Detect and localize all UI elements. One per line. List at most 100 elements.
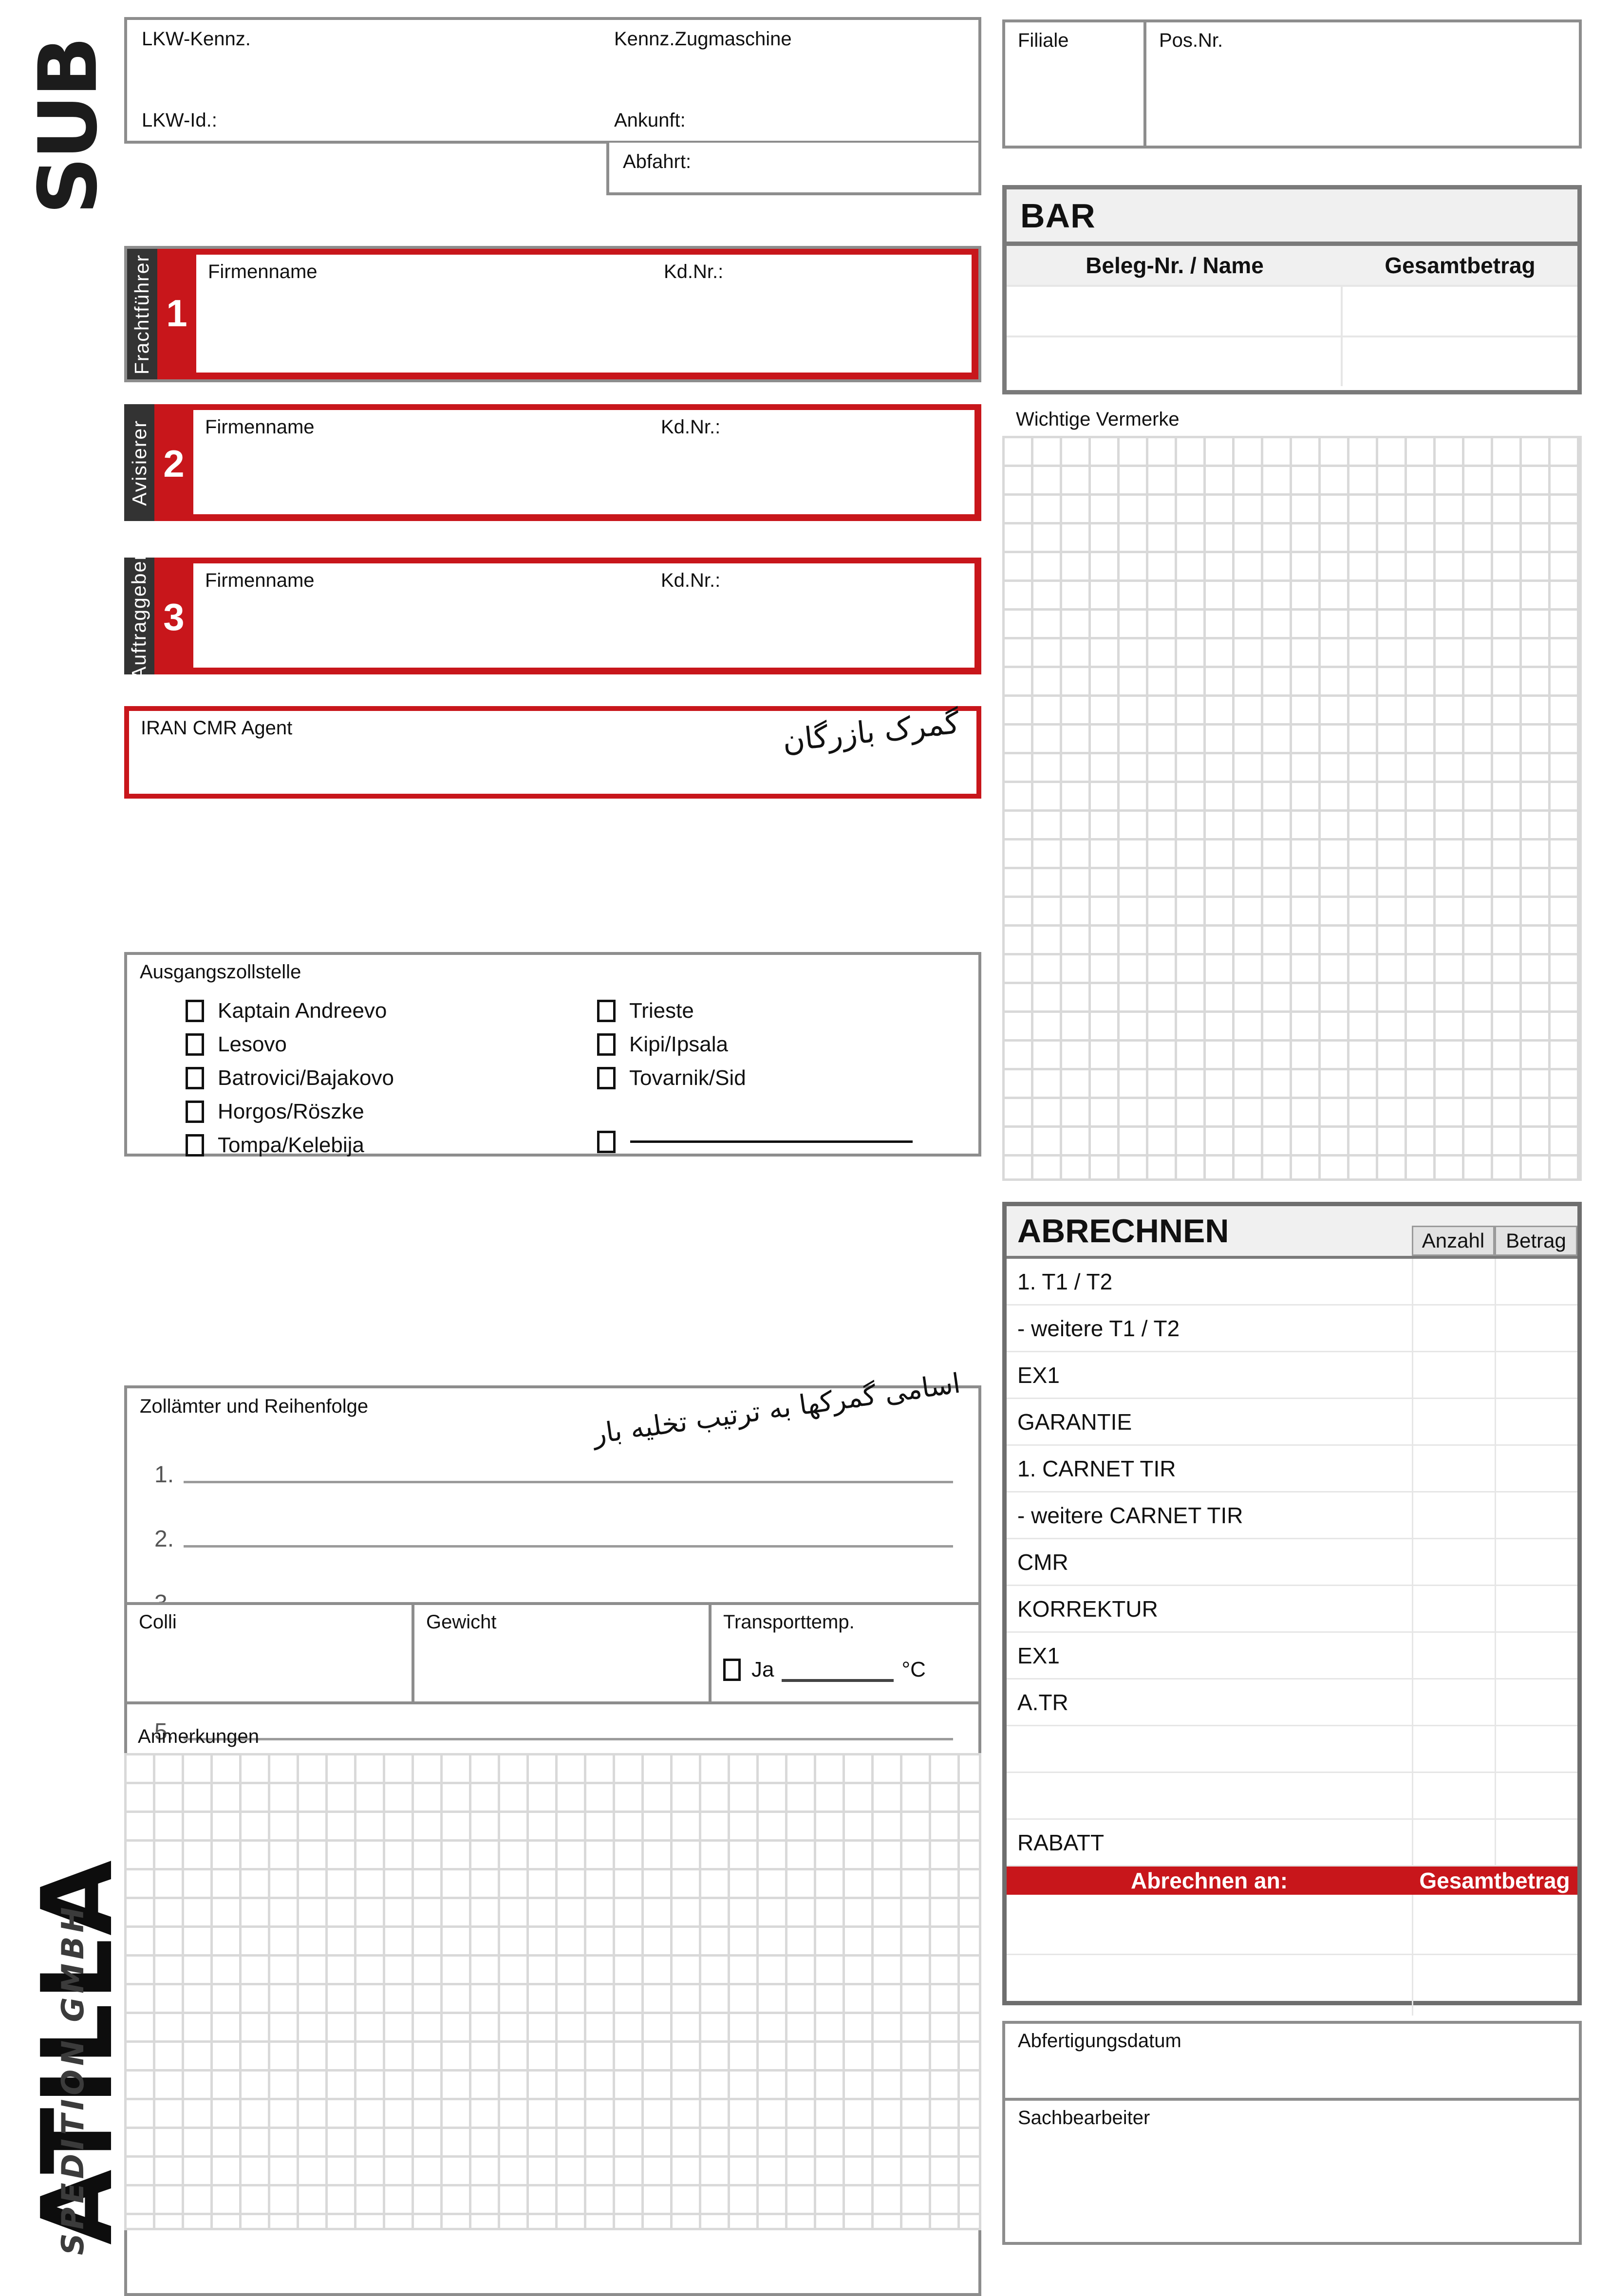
- checkbox-kaptain-andreevo[interactable]: [186, 999, 204, 1022]
- lkw-kennz-label: LKW-Kennz.: [142, 28, 251, 50]
- filiale-cell[interactable]: Filiale: [1005, 22, 1146, 146]
- line-rule[interactable]: [184, 1545, 953, 1548]
- checkbox-lesovo[interactable]: [186, 1033, 204, 1056]
- sub-logo-text: SUB: [21, 38, 115, 215]
- abrechnen-betrag-cell[interactable]: [1495, 1446, 1577, 1491]
- checkbox-row-tovarnik-sid[interactable]: Tovarnik/Sid: [597, 1061, 913, 1095]
- avisierer-field[interactable]: Firmenname Kd.Nr.:: [193, 410, 974, 514]
- colli-cell[interactable]: Colli: [127, 1605, 414, 1701]
- abrechnen-betrag-cell[interactable]: [1495, 1586, 1577, 1631]
- abrechnen-row-cmr[interactable]: CMR: [1007, 1539, 1577, 1586]
- abrechnen-betrag-cell[interactable]: [1495, 1352, 1577, 1398]
- checkbox-label: Tovarnik/Sid: [629, 1065, 746, 1090]
- checkbox-transporttemp-ja[interactable]: [723, 1659, 741, 1681]
- abrechnen-anzahl-cell[interactable]: [1412, 1680, 1495, 1725]
- abrechnen-betrag-cell[interactable]: [1495, 1820, 1577, 1865]
- abrechnen-an-value-2[interactable]: [1007, 1955, 1412, 2016]
- transporttemp-ja-row[interactable]: Ja °C: [723, 1658, 926, 1682]
- posnr-cell[interactable]: Pos.Nr.: [1146, 22, 1579, 146]
- checkbox-tovarnik-sid[interactable]: [597, 1066, 616, 1089]
- abrechnen-row-ex1[interactable]: EX1: [1007, 1352, 1577, 1399]
- auftraggeber-field[interactable]: Firmenname Kd.Nr.:: [193, 563, 974, 668]
- checkbox-tompa-kelebija[interactable]: [186, 1134, 204, 1157]
- abrechnen-anzahl-cell[interactable]: [1412, 1306, 1495, 1351]
- abrechnen-anzahl-cell[interactable]: [1412, 1352, 1495, 1398]
- bar-cell-gesamtbetrag[interactable]: [1343, 337, 1577, 386]
- abrechnen-total-row-1[interactable]: [1007, 1895, 1577, 1955]
- abrechnen-anzahl-cell[interactable]: [1412, 1493, 1495, 1538]
- checkbox-horgos-roszke[interactable]: [186, 1100, 204, 1123]
- abrechnen-betrag-cell[interactable]: [1495, 1259, 1577, 1304]
- abrechnen-betrag-cell[interactable]: [1495, 1726, 1577, 1772]
- abrechnen-anzahl-cell[interactable]: [1412, 1726, 1495, 1772]
- abrechnen-row-blank-1[interactable]: [1007, 1726, 1577, 1773]
- checkbox-row-kipi-ipsala[interactable]: Kipi/Ipsala: [597, 1027, 913, 1061]
- zollamt-line-1[interactable]: 1.: [154, 1461, 953, 1488]
- bar-cell-gesamtbetrag[interactable]: [1343, 287, 1577, 336]
- checkbox-row-horgos-roszke[interactable]: Horgos/Röszke: [186, 1095, 394, 1128]
- zollamt-line-2[interactable]: 2.: [154, 1526, 953, 1552]
- abfertigungsdatum-cell[interactable]: Abfertigungsdatum: [1005, 2024, 1579, 2101]
- abrechnen-anzahl-cell[interactable]: [1412, 1399, 1495, 1444]
- abrechnen-row-carnet-tir[interactable]: 1. CARNET TIR: [1007, 1446, 1577, 1493]
- bar-cell-belegnr[interactable]: [1007, 287, 1343, 336]
- celsius-label: °C: [901, 1658, 926, 1681]
- checkbox-batrovici-bajakovo[interactable]: [186, 1066, 204, 1089]
- abrechnen-an-value[interactable]: [1007, 1895, 1412, 1954]
- abrechnen-betrag-cell[interactable]: [1495, 1680, 1577, 1725]
- abrechnen-row-ex1-2[interactable]: EX1: [1007, 1633, 1577, 1680]
- line-rule[interactable]: [184, 1481, 953, 1483]
- checkbox-row-kaptain-andreevo[interactable]: Kaptain Andreevo: [186, 994, 394, 1027]
- abrechnen-anzahl-cell[interactable]: [1412, 1633, 1495, 1678]
- bar-table-row[interactable]: [1007, 336, 1577, 386]
- abrechnen-betrag-cell[interactable]: [1495, 1539, 1577, 1585]
- bar-table-row[interactable]: [1007, 285, 1577, 336]
- abrechnen-row-garantie[interactable]: GARANTIE: [1007, 1399, 1577, 1446]
- abrechnen-row-weitere-carnet-tir[interactable]: - weitere CARNET TIR: [1007, 1493, 1577, 1539]
- checkbox-other[interactable]: [597, 1130, 616, 1153]
- other-write-in-rule[interactable]: [630, 1140, 913, 1143]
- abrechnen-betrag-cell[interactable]: [1495, 1493, 1577, 1538]
- temp-write-in-rule[interactable]: [782, 1679, 894, 1682]
- abrechnen-anzahl-cell[interactable]: [1412, 1820, 1495, 1865]
- abrechnen-betrag-cell[interactable]: [1495, 1773, 1577, 1818]
- bar-cell-belegnr[interactable]: [1007, 337, 1343, 386]
- abrechnen-row-t1t2[interactable]: 1. T1 / T2: [1007, 1259, 1577, 1306]
- abrechnen-row-korrektur[interactable]: KORREKTUR: [1007, 1586, 1577, 1633]
- abrechnen-betrag-cell[interactable]: [1495, 1306, 1577, 1351]
- checkbox-trieste[interactable]: [597, 999, 616, 1022]
- abrechnen-row-weitere-t1t2[interactable]: - weitere T1 / T2: [1007, 1306, 1577, 1352]
- wichtige-vermerke-grid[interactable]: [1002, 436, 1582, 1181]
- line-rule[interactable]: [184, 1738, 953, 1740]
- frachtfuehrer-field[interactable]: Firmenname Kd.Nr.:: [196, 255, 972, 373]
- abrechnen-row-rabatt[interactable]: RABATT: [1007, 1820, 1577, 1867]
- bar-table: BAR Beleg-Nr. / Name Gesamtbetrag: [1002, 185, 1582, 394]
- abrechnen-anzahl-cell[interactable]: [1412, 1259, 1495, 1304]
- abrechnen-title: ABRECHNEN: [1007, 1206, 1412, 1256]
- abrechnen-betrag-cell[interactable]: [1495, 1399, 1577, 1444]
- abrechnen-row-label: 1. CARNET TIR: [1017, 1456, 1176, 1481]
- checkbox-row-trieste[interactable]: Trieste: [597, 994, 913, 1027]
- abrechnen-anzahl-cell[interactable]: [1412, 1586, 1495, 1631]
- gesamtbetrag-value-2[interactable]: [1412, 1955, 1577, 2016]
- abrechnen-anzahl-cell[interactable]: [1412, 1446, 1495, 1491]
- abrechnen-row-atr[interactable]: A.TR: [1007, 1680, 1577, 1726]
- anmerkungen-grid[interactable]: [124, 1753, 981, 2230]
- checkbox-row-batrovici-bajakovo[interactable]: Batrovici/Bajakovo: [186, 1061, 394, 1095]
- checkbox-row-tompa-kelebija[interactable]: Tompa/Kelebija: [186, 1128, 394, 1162]
- gewicht-cell[interactable]: Gewicht: [414, 1605, 712, 1701]
- abrechnen-betrag-cell[interactable]: [1495, 1633, 1577, 1678]
- zollamt-line-5[interactable]: 5.: [154, 1718, 953, 1745]
- frachtfuehrer-tab: Frachtführer: [127, 249, 157, 379]
- checkbox-row-other[interactable]: [597, 1125, 913, 1158]
- abrechnen-anzahl-cell[interactable]: [1412, 1539, 1495, 1585]
- sachbearbeiter-cell[interactable]: Sachbearbeiter: [1005, 2101, 1579, 2242]
- abrechnen-anzahl-cell[interactable]: [1412, 1773, 1495, 1818]
- transporttemp-cell[interactable]: Transporttemp. Ja °C: [712, 1605, 978, 1701]
- checkbox-row-lesovo[interactable]: Lesovo: [186, 1027, 394, 1061]
- iran-cmr-agent-box[interactable]: IRAN CMR Agent گمرک بازرگان: [124, 705, 981, 799]
- gesamtbetrag-value[interactable]: [1412, 1895, 1577, 1954]
- abrechnen-row-blank-2[interactable]: [1007, 1773, 1577, 1820]
- checkbox-kipi-ipsala[interactable]: [597, 1033, 616, 1056]
- abrechnen-total-row-2[interactable]: [1007, 1955, 1577, 2016]
